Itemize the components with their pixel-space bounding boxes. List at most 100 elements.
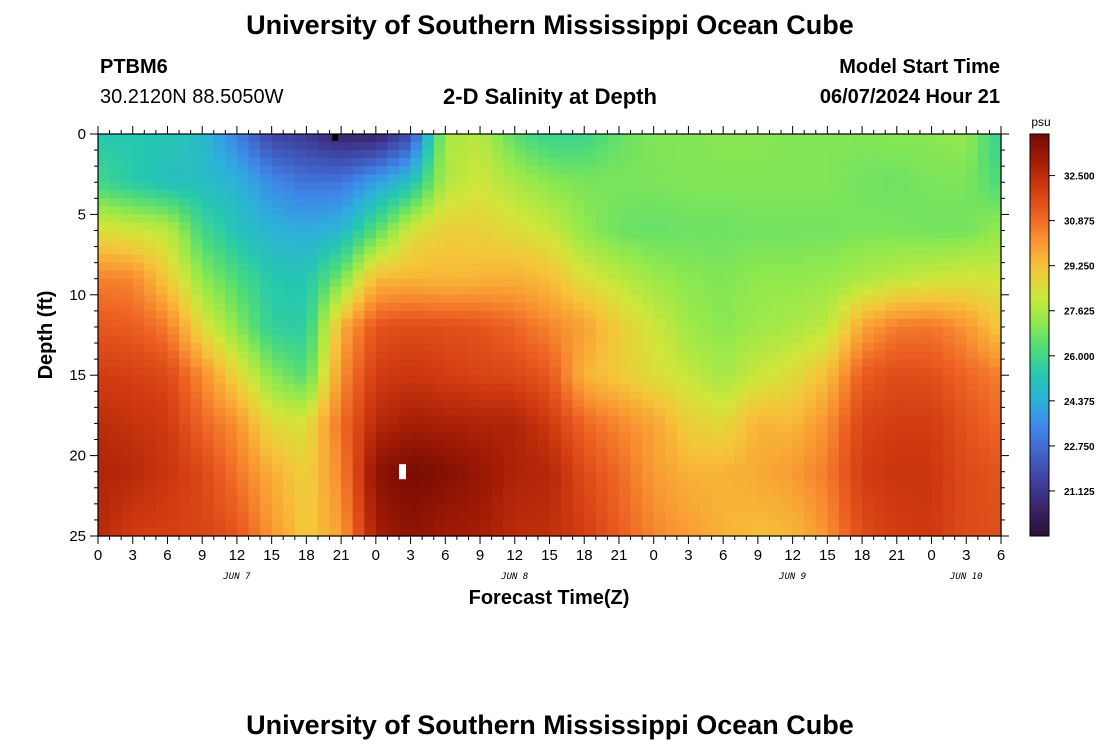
heatmap-cell	[885, 182, 898, 191]
heatmap-cell	[213, 158, 226, 167]
heatmap-cell	[514, 487, 527, 497]
heatmap-cell	[642, 439, 655, 449]
heatmap-cell	[769, 463, 782, 473]
heatmap-cell	[746, 134, 759, 143]
heatmap-cell	[364, 399, 377, 408]
heatmap-cell	[456, 343, 470, 352]
heatmap-cell	[491, 198, 504, 207]
heatmap-cell	[919, 310, 933, 320]
heatmap-cell	[248, 391, 261, 400]
heatmap-cell	[931, 511, 944, 521]
heatmap-cell	[98, 230, 111, 240]
heatmap-cell	[526, 262, 539, 272]
heatmap-cell	[352, 455, 365, 465]
heatmap-cell	[919, 455, 933, 465]
heatmap-cell	[572, 238, 585, 248]
heatmap-cell	[746, 278, 759, 288]
heatmap-cell	[456, 359, 470, 368]
heatmap-cell	[561, 198, 574, 207]
heatmap-cell	[989, 286, 1002, 296]
heatmap-cell	[456, 214, 470, 224]
heatmap-cell	[862, 527, 875, 537]
heatmap-cell	[943, 335, 956, 344]
heatmap-cell	[711, 206, 724, 215]
heatmap-cell	[179, 455, 192, 465]
station-id: PTBM6	[100, 56, 168, 78]
heatmap-cell	[676, 278, 690, 288]
heatmap-cell	[341, 142, 354, 151]
heatmap-cell	[514, 174, 527, 183]
heatmap-cell	[931, 174, 944, 183]
heatmap-cell	[387, 198, 400, 207]
heatmap-cell	[306, 367, 319, 376]
heatmap-cell	[352, 423, 365, 433]
heatmap-cell	[225, 423, 238, 433]
heatmap-cell	[283, 310, 296, 320]
heatmap-cell	[491, 294, 504, 304]
heatmap-cell	[341, 150, 354, 159]
heatmap-cell	[827, 495, 840, 505]
heatmap-cell	[179, 503, 192, 513]
heatmap-cell	[584, 182, 597, 191]
heatmap-cell	[989, 471, 1002, 481]
heatmap-cell	[271, 206, 284, 215]
heatmap-cell	[341, 326, 354, 336]
heatmap-cell	[630, 222, 643, 232]
heatmap-cell	[399, 142, 412, 151]
heatmap-cell	[746, 439, 759, 449]
heatmap-cell	[317, 238, 331, 248]
heatmap-cell	[260, 407, 273, 416]
heatmap-cell	[410, 439, 423, 449]
heatmap-cell	[190, 150, 203, 159]
heatmap-cell	[549, 407, 562, 416]
heatmap-cell	[399, 439, 412, 449]
heatmap-cell	[572, 487, 585, 497]
heatmap-cell	[943, 166, 956, 175]
heatmap-cell	[445, 166, 458, 175]
heatmap-cell	[954, 302, 967, 312]
heatmap-cell	[294, 270, 307, 280]
heatmap-cell	[781, 206, 794, 215]
heatmap-cell	[456, 487, 470, 497]
heatmap-cell	[456, 150, 470, 159]
heatmap-cell	[399, 511, 412, 521]
heatmap-cell	[769, 206, 782, 215]
heatmap-cell	[734, 415, 747, 425]
heatmap-cell	[98, 222, 111, 232]
heatmap-cell	[294, 262, 307, 272]
heatmap-cell	[931, 206, 944, 215]
heatmap-cell	[618, 415, 632, 425]
heatmap-cell	[410, 286, 423, 296]
heatmap-cell	[375, 359, 389, 368]
heatmap-cell	[179, 519, 192, 529]
heatmap-cell	[399, 254, 412, 264]
heatmap-cell	[387, 359, 400, 368]
heatmap-cell	[850, 190, 863, 199]
heatmap-cell	[827, 302, 840, 312]
heatmap-cell	[757, 503, 771, 513]
heatmap-cell	[468, 326, 481, 336]
heatmap-cell	[584, 359, 597, 368]
heatmap-cell	[202, 310, 215, 320]
heatmap-cell	[966, 238, 979, 248]
heatmap-cell	[943, 270, 956, 280]
heatmap-cell	[977, 511, 991, 521]
heatmap-cell	[549, 463, 562, 473]
heatmap-cell	[503, 439, 516, 449]
heatmap-cell	[167, 278, 180, 288]
heatmap-cell	[977, 423, 991, 433]
heatmap-cell	[665, 479, 678, 489]
heatmap-cell	[144, 439, 157, 449]
heatmap-cell	[549, 190, 562, 199]
heatmap-cell	[676, 375, 690, 384]
heatmap-cell	[537, 463, 551, 473]
heatmap-cell	[387, 182, 400, 191]
heatmap-cell	[213, 230, 226, 240]
heatmap-cell	[283, 166, 296, 175]
heatmap-cell	[132, 182, 145, 191]
heatmap-cell	[341, 423, 354, 433]
heatmap-cell	[213, 222, 226, 232]
heatmap-cell	[838, 166, 852, 175]
heatmap-cell	[688, 206, 701, 215]
station-coordinates: 30.2120N 88.5050W	[100, 86, 284, 108]
